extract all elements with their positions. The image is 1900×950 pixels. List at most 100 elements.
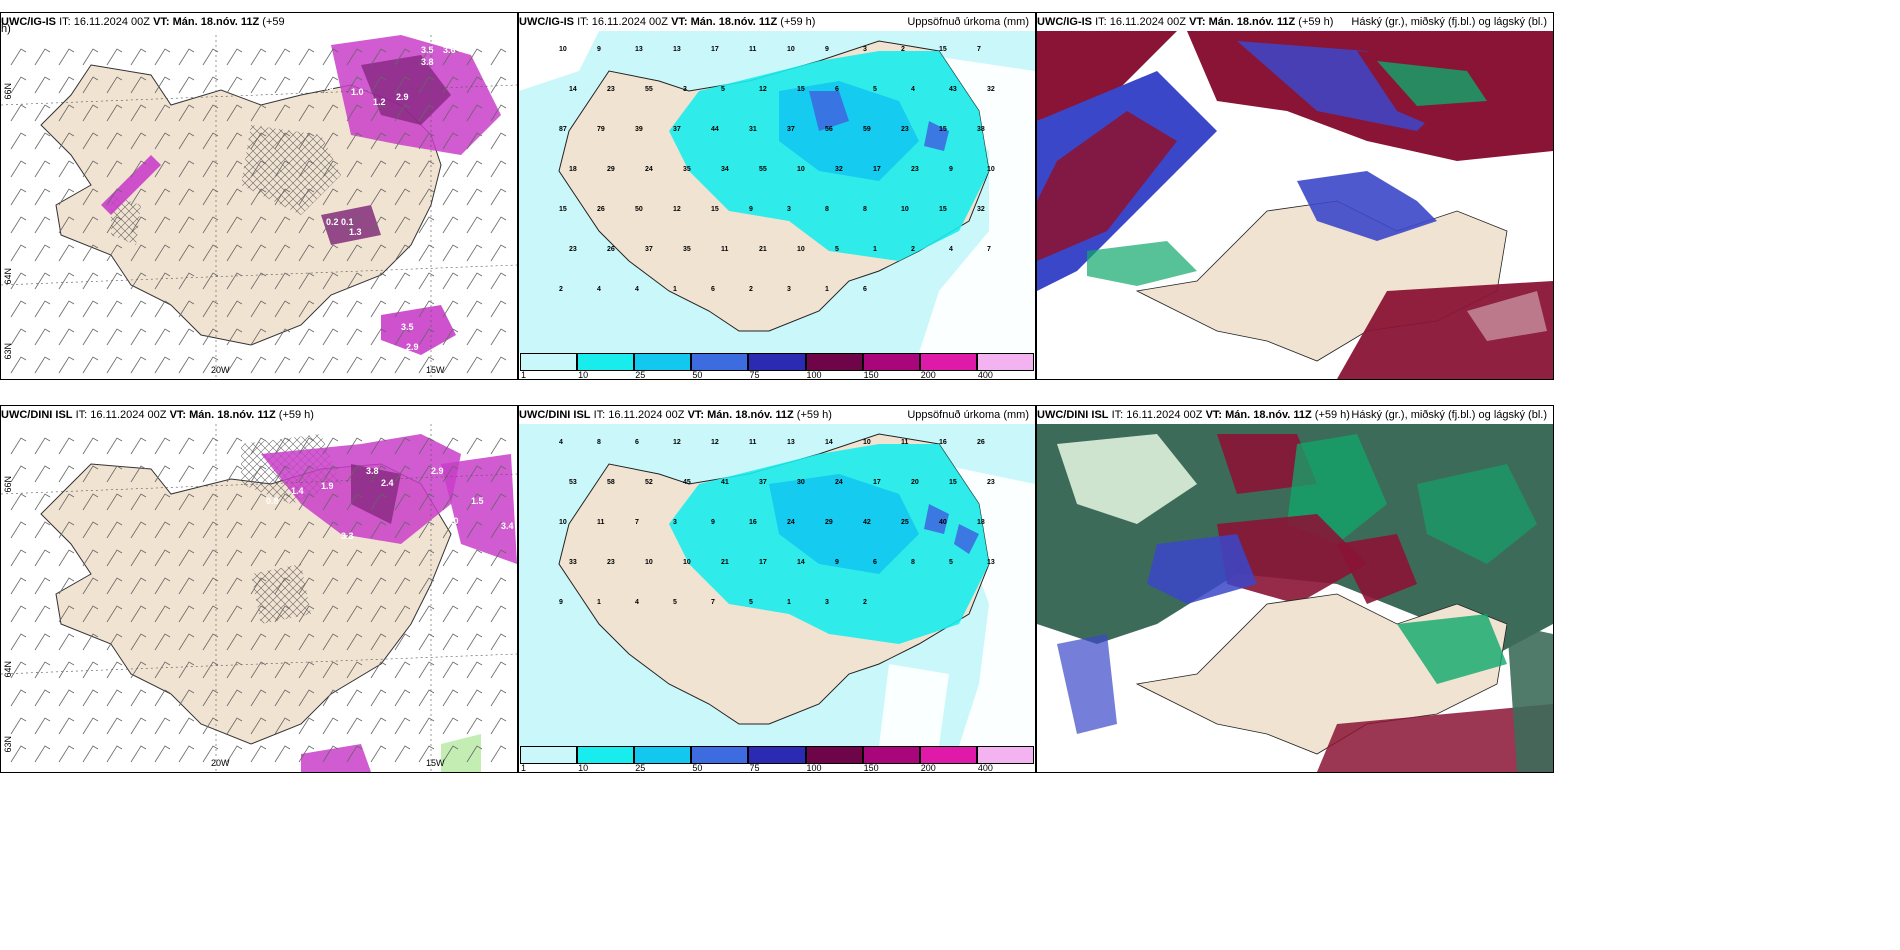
precip-value: 1 <box>673 286 677 293</box>
wind-barb <box>106 689 123 707</box>
wind-barb <box>418 132 435 150</box>
wind-barb <box>274 549 291 567</box>
wind-barb <box>58 633 75 651</box>
colorbar-tick: 75 <box>749 763 760 773</box>
panel-header: UWC/IG-IS IT: 16.11.2024 00Z VT: Mán. 18… <box>519 16 816 28</box>
wind-barb <box>130 437 147 455</box>
wind-barb <box>394 104 411 122</box>
wind-barb <box>490 160 507 178</box>
lat-label: 64N <box>3 268 13 285</box>
wind-barb <box>82 48 99 66</box>
colorbar-cell <box>748 746 806 764</box>
wind-barb <box>418 48 435 66</box>
wind-barb <box>490 661 507 679</box>
wind-barb <box>154 437 171 455</box>
wind-barb <box>82 160 99 178</box>
colorbar-tick: 25 <box>635 370 646 380</box>
wind-barb <box>202 300 219 318</box>
wind-barb <box>370 549 387 567</box>
wind-barb <box>370 76 387 94</box>
wind-barb <box>466 493 483 511</box>
wind-barb <box>10 356 27 374</box>
precip-value: 7 <box>987 246 991 253</box>
precip-value: 25 <box>901 519 909 526</box>
panel-header: UWC/DINI ISL IT: 16.11.2024 00Z VT: Mán.… <box>519 409 832 421</box>
wind-barb <box>34 577 51 595</box>
wind-barb <box>346 244 363 262</box>
precip-value: 12 <box>759 86 767 93</box>
wind-barb <box>466 717 483 735</box>
wind-label: 2.0 <box>433 428 446 438</box>
precip-value: 9 <box>949 166 953 173</box>
precip-value: 15 <box>939 206 947 213</box>
precip-value: 53 <box>569 479 577 486</box>
wind-barb <box>154 272 171 290</box>
precip-value: 39 <box>635 126 643 133</box>
wind-barb <box>394 745 411 763</box>
precip-value: 38 <box>977 126 985 133</box>
wind-barb <box>370 577 387 595</box>
precip-value: 59 <box>863 126 871 133</box>
wind-barb <box>34 549 51 567</box>
wind-barb <box>370 328 387 346</box>
colorbar-tick: 75 <box>749 370 760 380</box>
precip-value: 32 <box>987 86 995 93</box>
precip-value: 5 <box>835 246 839 253</box>
wind-barb <box>370 356 387 374</box>
precip-value: 9 <box>825 46 829 53</box>
wind-barb <box>178 356 195 374</box>
wind-barb <box>10 132 27 150</box>
wind-barb <box>226 661 243 679</box>
precip-value: 12 <box>711 439 719 446</box>
precip-value: 35 <box>683 246 691 253</box>
wind-barb <box>394 76 411 94</box>
wind-barb <box>394 661 411 679</box>
wind-barb <box>250 493 267 511</box>
precip-value: 11 <box>749 46 757 53</box>
wind-barb <box>82 577 99 595</box>
wind-barb <box>250 605 267 623</box>
wind-barb <box>202 661 219 679</box>
wind-label: 1.0 <box>351 87 364 97</box>
wind-barb <box>178 661 195 679</box>
wind-barb <box>418 188 435 206</box>
wind-barb <box>202 605 219 623</box>
precip-value: 9 <box>749 206 753 213</box>
colorbar-tick: 50 <box>692 763 703 773</box>
precip-value: 3 <box>787 286 791 293</box>
wind-barb <box>226 356 243 374</box>
wind-barb <box>346 577 363 595</box>
wind-barb <box>370 244 387 262</box>
wind-barb <box>106 104 123 122</box>
wind-barb <box>226 328 243 346</box>
precip-value: 5 <box>749 599 753 606</box>
wind-barb <box>226 717 243 735</box>
wind-barb <box>466 244 483 262</box>
precip-value: 10 <box>559 519 567 526</box>
precip-value: 15 <box>939 46 947 53</box>
wind-map-svg: 3.5 3.6 3.8 2.9 1.2 1.0 0.6 0.2 0.1 1.3 … <box>1 35 517 379</box>
wind-barb <box>346 717 363 735</box>
wind-barb <box>130 745 147 763</box>
wind-barb <box>346 465 363 483</box>
wind-barb <box>10 48 27 66</box>
wind-barb <box>130 661 147 679</box>
wind-barb <box>442 132 459 150</box>
wind-barb <box>466 605 483 623</box>
wind-barb <box>370 300 387 318</box>
wind-barb <box>466 48 483 66</box>
wind-label: 1.2 <box>373 97 386 107</box>
colorbar: 1 10 25 50 75 100 150 200 400 <box>519 746 1035 772</box>
wind-barb <box>130 300 147 318</box>
wind-map: 3.5 3.6 3.8 2.9 1.2 1.0 0.6 0.2 0.1 1.3 … <box>1 35 517 379</box>
wind-barb <box>106 717 123 735</box>
colorbar-cell <box>919 353 977 371</box>
wind-barb <box>226 76 243 94</box>
colorbar-cell <box>919 746 977 764</box>
wind-barb <box>274 577 291 595</box>
wind-barb <box>394 689 411 707</box>
panel-header: UWC/IG-IS IT: 16.11.2024 00Z VT: Mán. 18… <box>1 16 285 28</box>
precip-value: 3 <box>825 599 829 606</box>
wind-barb <box>226 689 243 707</box>
